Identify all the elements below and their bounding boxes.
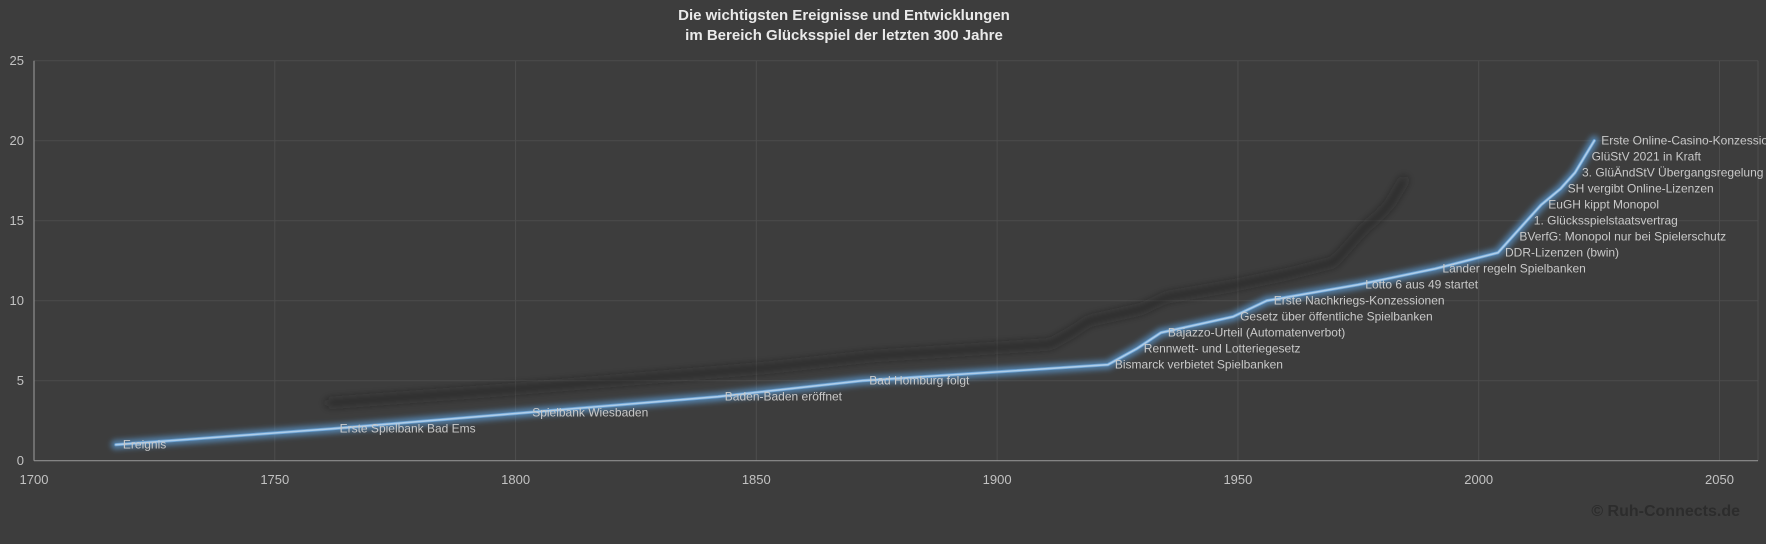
event-line-shadow bbox=[325, 176, 1408, 407]
x-tick-label-1800: 1800 bbox=[501, 472, 530, 487]
x-tick-label-1950: 1950 bbox=[1223, 472, 1252, 487]
y-tick-label-10: 10 bbox=[10, 293, 24, 308]
event-label-8: Bajazzo-Urteil (Automatenverbot) bbox=[1168, 326, 1345, 340]
x-tick-label-1900: 1900 bbox=[983, 472, 1012, 487]
event-label-5: Bad Homburg folgt bbox=[869, 374, 970, 388]
tick-label-layer: 1700 1750 1800 1850 1900 1950 2000 2050 0 5 10 15 20… bbox=[10, 53, 1734, 487]
x-tick-label-2050: 2050 bbox=[1705, 472, 1734, 487]
y-tick-label-15: 15 bbox=[10, 213, 24, 228]
x-tick-label-1750: 1750 bbox=[260, 472, 289, 487]
event-label-12: Länder regeln Spielbanken bbox=[1442, 262, 1585, 276]
chart-title: Die wichtigsten Ereignisse und Entwicklu… bbox=[0, 6, 1688, 46]
event-label-9: Gesetz über öffentliche Spielbanken bbox=[1240, 310, 1433, 324]
grid-layer bbox=[34, 60, 1759, 461]
event-label-1: Ereignis bbox=[123, 438, 166, 452]
event-label-11: Lotto 6 aus 49 startet bbox=[1365, 278, 1478, 292]
event-label-17: SH vergibt Online-Lizenzen bbox=[1568, 182, 1714, 196]
copyright-text: © Ruh-Connects.de bbox=[1591, 503, 1740, 520]
event-line-core bbox=[115, 139, 1596, 446]
event-label-10: Erste Nachkriegs-Konzessionen bbox=[1274, 294, 1445, 308]
event-label-14: BVerfG: Monopol nur bei Spielerschutz bbox=[1519, 230, 1726, 244]
event-label-16: EuGH kippt Monopol bbox=[1548, 198, 1659, 212]
event-label-15: 1. Glücksspielstaatsvertrag bbox=[1534, 214, 1678, 228]
event-label-6: Bismarck verbietet Spielbanken bbox=[1115, 358, 1283, 372]
chart-title-line1: Die wichtigsten Ereignisse und Entwicklu… bbox=[678, 7, 1010, 24]
line-shadow-layer bbox=[325, 176, 1408, 407]
x-tick-label-1700: 1700 bbox=[20, 472, 49, 487]
event-label-18: 3. GlüÄndStV Übergangsregelung bbox=[1582, 166, 1763, 180]
event-label-4: Baden-Baden eröffnet bbox=[725, 390, 843, 404]
event-label-3: Spielbank Wiesbaden bbox=[532, 406, 648, 420]
event-label-13: DDR-Lizenzen (bwin) bbox=[1505, 246, 1619, 260]
x-tick-label-1850: 1850 bbox=[742, 472, 771, 487]
y-tick-label-20: 20 bbox=[10, 133, 24, 148]
axis-layer bbox=[33, 60, 1758, 462]
y-tick-label-25: 25 bbox=[10, 53, 24, 68]
y-tick-label-5: 5 bbox=[17, 373, 24, 388]
x-tick-label-2000: 2000 bbox=[1464, 472, 1493, 487]
y-tick-label-0: 0 bbox=[17, 453, 24, 468]
event-label-2: Erste Spielbank Bad Ems bbox=[340, 422, 476, 436]
event-label-7: Rennwett- und Lotteriegesetz bbox=[1144, 342, 1301, 356]
line-layer bbox=[114, 139, 1596, 447]
event-label-19: GlüStV 2021 in Kraft bbox=[1592, 150, 1702, 164]
event-label-layer: Ereignis Erste Spielbank Bad Ems Spielbank… bbox=[123, 134, 1766, 452]
chart-title-line2: im Bereich Glücksspiel der letzten 300 J… bbox=[685, 27, 1003, 44]
event-label-20: Erste Online-Casino-Konzessionen bbox=[1601, 134, 1766, 148]
